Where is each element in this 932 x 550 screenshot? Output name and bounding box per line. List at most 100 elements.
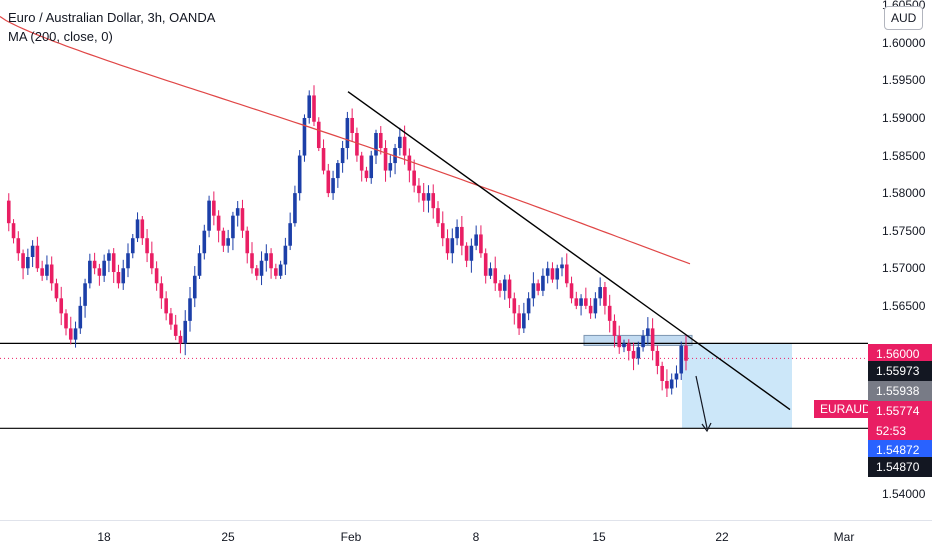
candle-body [402, 136, 407, 156]
candle-body [173, 324, 178, 336]
price-tick-label: 1.57000 [882, 261, 926, 276]
time-tick-label: 22 [715, 530, 729, 544]
candle-body [669, 379, 674, 389]
candle-body [254, 268, 259, 276]
projection-zone [682, 343, 792, 429]
projection-arrowhead [701, 422, 712, 433]
price-chart[interactable] [0, 0, 868, 520]
candle-body [145, 238, 149, 254]
candle-body [45, 264, 49, 276]
candle-body [326, 170, 331, 194]
candle-body [517, 313, 521, 329]
candle-body [202, 230, 207, 254]
candle-body [636, 347, 641, 359]
candle-body [641, 335, 645, 348]
candle-body [331, 178, 335, 194]
candle-body [68, 328, 73, 340]
candle-body [522, 313, 526, 329]
candle-body [250, 253, 254, 269]
candle-body [665, 380, 669, 389]
descending-trendline [347, 91, 791, 411]
price-axis-label: 1.55938 [868, 381, 932, 401]
candle-body [345, 117, 350, 149]
candle-body [192, 275, 197, 299]
candle-body [164, 298, 168, 314]
price-axis[interactable]: 1.605001.600001.595001.590001.585001.580… [868, 0, 932, 520]
candle-body [130, 238, 135, 254]
candle-body [278, 264, 283, 276]
candle-body [545, 268, 550, 276]
candle-body [297, 155, 302, 194]
candle-body [650, 328, 655, 351]
chart-legend: Euro / Australian Dollar, 3h, OANDA MA (… [8, 8, 215, 46]
candle-body [498, 283, 502, 291]
candle-body [407, 155, 412, 171]
candle-body [302, 117, 307, 156]
candle-body [269, 253, 273, 269]
time-axis[interactable]: 18 25 Feb 8 15 22 Mar [0, 520, 932, 550]
candle-body [245, 230, 250, 254]
candle-body [73, 328, 78, 340]
currency-button[interactable]: AUD [884, 6, 924, 30]
price-axis-label: 1.55973 [868, 361, 932, 381]
candle-body [307, 95, 312, 118]
price-tick-label: 1.58500 [882, 148, 926, 163]
indicator-ma-label[interactable]: MA (200, close, 0) [8, 29, 113, 44]
candle-body [469, 245, 474, 261]
candle-body [92, 260, 97, 269]
candle-body [550, 268, 555, 280]
candle-body [78, 305, 83, 329]
price-tick-label: 1.60000 [882, 35, 926, 50]
candle-body [30, 245, 35, 257]
chart-pane[interactable]: Euro / Australian Dollar, 3h, OANDA MA (… [0, 0, 868, 520]
candle-body [293, 193, 297, 224]
candle-body [135, 219, 140, 239]
candle-body [350, 117, 354, 134]
candle-body [64, 313, 68, 329]
candle-body [316, 121, 321, 149]
candle-body [398, 136, 402, 149]
candle-body [107, 253, 111, 261]
candle-body [488, 268, 493, 276]
candle-body [603, 287, 607, 306]
time-tick-label: 25 [221, 530, 235, 544]
symbol-title[interactable]: Euro / Australian Dollar, 3h, OANDA [8, 10, 216, 25]
candle-body [178, 335, 183, 344]
candle-body [388, 163, 393, 171]
candle-body [374, 133, 378, 156]
candle-body [364, 170, 369, 179]
candle-body [59, 298, 64, 314]
candle-body [674, 373, 679, 380]
candle-body [431, 193, 436, 209]
candle-body [49, 264, 54, 284]
time-tick-label: 8 [472, 530, 480, 544]
candle-body [312, 95, 316, 122]
candle-body [355, 133, 359, 156]
candle-body [679, 345, 684, 374]
candle-body [54, 283, 59, 299]
candle-body [235, 208, 240, 216]
price-tick-label: 1.56500 [882, 298, 926, 313]
candle-body [216, 215, 221, 231]
candle-body [16, 238, 21, 254]
candle-body [116, 272, 121, 284]
time-tick-label: Mar [833, 530, 855, 544]
candle-body [378, 133, 383, 149]
candle-body [336, 163, 340, 179]
candle-body [531, 283, 536, 299]
candle-body [83, 283, 87, 306]
candle-body [369, 155, 374, 179]
candle-body [274, 268, 278, 276]
candle-body [445, 238, 450, 254]
projection-arrow [695, 375, 708, 429]
candle-body [479, 234, 483, 254]
candle-body [11, 223, 16, 239]
candle-body [35, 245, 40, 269]
candle-body [359, 155, 364, 171]
candle-body [507, 279, 512, 299]
candle-body [150, 253, 154, 269]
candle-body [383, 148, 388, 171]
candle-body [598, 287, 602, 299]
candle-body [264, 253, 269, 261]
candle-body [493, 268, 498, 284]
